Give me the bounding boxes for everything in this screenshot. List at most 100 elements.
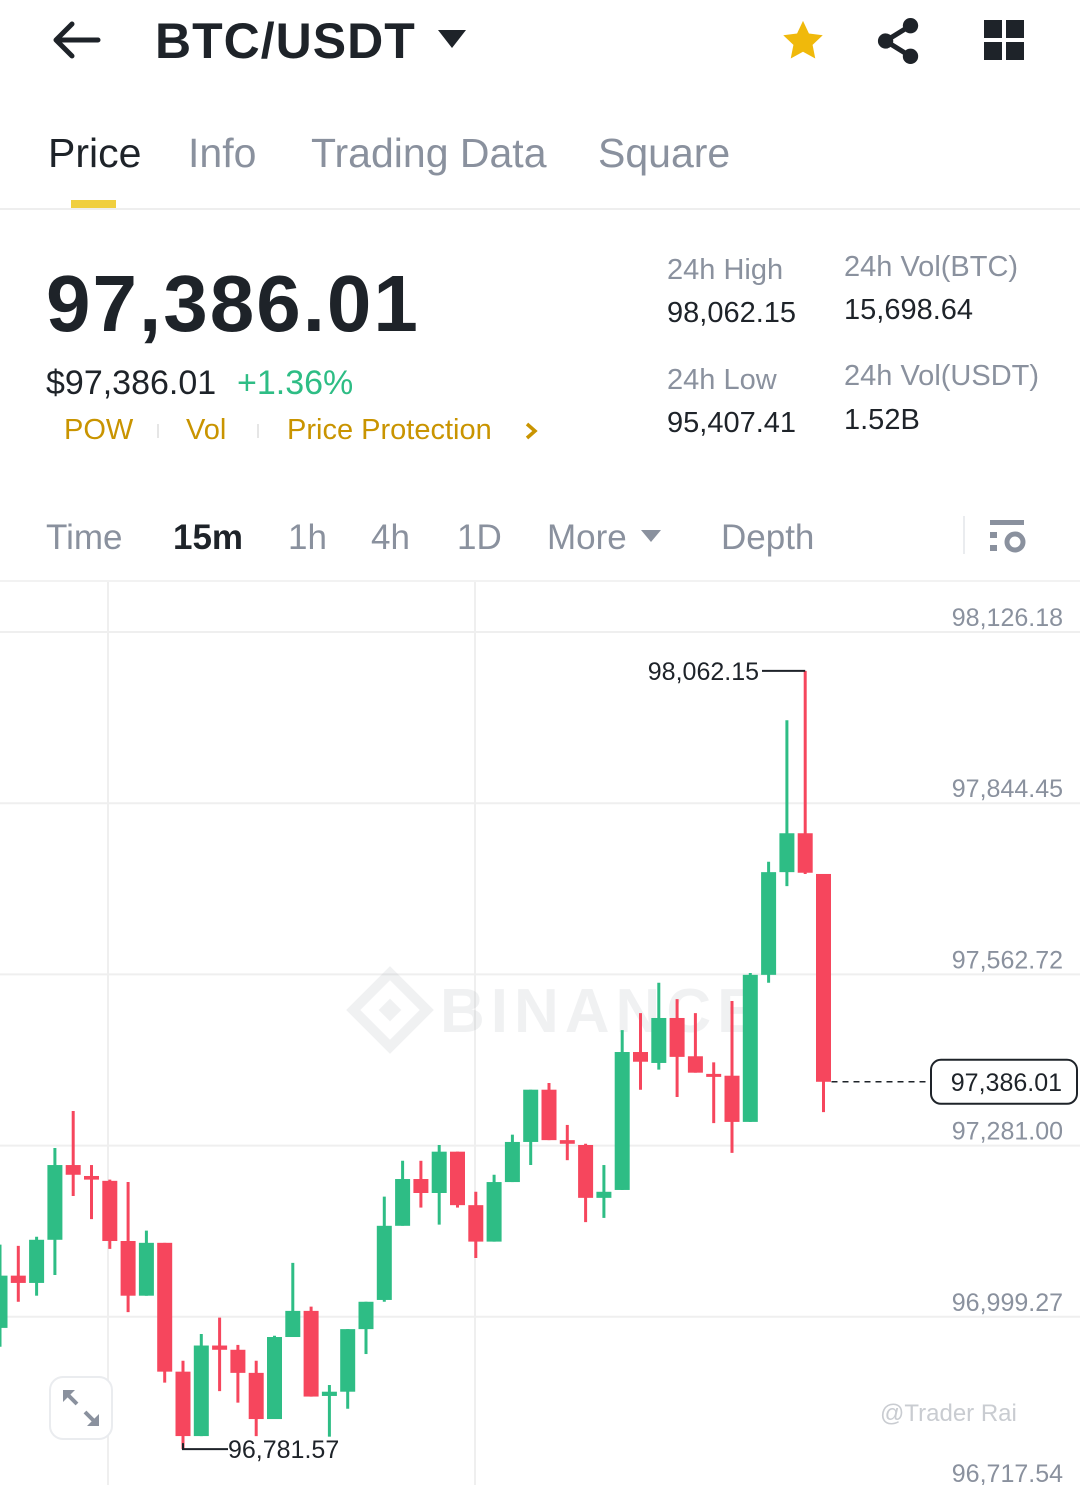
candle-down	[212, 1345, 228, 1350]
candle-down	[816, 873, 831, 1082]
candle-up	[761, 872, 777, 975]
candle-down	[724, 1075, 740, 1122]
low-label: 24h Low	[667, 364, 777, 396]
vol-btc-label: 24h Vol(BTC)	[844, 251, 1019, 283]
chevron-right-icon[interactable]	[524, 422, 538, 440]
candle-up	[486, 1182, 502, 1242]
tab-price[interactable]: Price	[48, 130, 142, 176]
vol-btc-value: 15,698.64	[844, 294, 974, 326]
watermark-text: BINANCE	[440, 977, 764, 1046]
share-icon[interactable]	[876, 16, 922, 66]
interval-time[interactable]: Time	[46, 518, 123, 557]
last-price-label: 97,386.01	[951, 1069, 1062, 1097]
tag-price-protection[interactable]: Price Protection	[287, 414, 492, 446]
more-caret-icon	[641, 530, 661, 542]
candle-up	[376, 1225, 392, 1300]
last-price-tag	[930, 1058, 1078, 1105]
y-tick-label: 97,281.00	[952, 1118, 1063, 1146]
candlestick-chart[interactable]: BINANCE 98,062.15 96,781.57 97,386.01 98…	[0, 582, 1080, 1485]
change-percent: +1.36%	[237, 364, 354, 402]
chart-settings-icon[interactable]	[988, 518, 1028, 556]
last-price: 97,386.01	[46, 259, 420, 348]
candle-up	[138, 1242, 154, 1296]
candle-up	[651, 1017, 667, 1063]
y-tick-label: 96,717.54	[952, 1460, 1063, 1485]
candle-up	[267, 1337, 282, 1420]
candle-down	[669, 1017, 685, 1057]
candle-down	[157, 1242, 173, 1372]
tag-separator	[257, 424, 259, 438]
interval-4h[interactable]: 4h	[371, 518, 410, 557]
divider	[0, 580, 1080, 582]
candle-down	[175, 1371, 191, 1437]
candle-down	[797, 833, 813, 873]
interval-15m[interactable]: 15m	[173, 518, 244, 557]
tag-vol[interactable]: Vol	[186, 414, 227, 446]
interval-depth[interactable]: Depth	[721, 518, 815, 557]
y-axis: 98,126.18 97,844.45 97,562.72 97,281.00 96,9…	[952, 604, 1063, 1485]
y-tick-label: 97,844.45	[952, 775, 1063, 803]
candle-up	[193, 1345, 209, 1437]
markers: 98,062.15 96,781.57 97,386.01	[182, 658, 1078, 1464]
candle-up	[340, 1329, 356, 1392]
candle-down	[687, 1056, 703, 1073]
usd-price: $97,386.01	[46, 364, 217, 402]
candle-down	[248, 1372, 264, 1420]
candle-down	[541, 1089, 557, 1141]
fullscreen-button[interactable]	[49, 1376, 113, 1440]
candle-down	[120, 1241, 136, 1296]
candles	[0, 670, 831, 1450]
high-label: 24h High	[667, 254, 784, 286]
candle-down	[230, 1349, 246, 1373]
candle-up	[779, 833, 795, 873]
candle-up	[504, 1141, 520, 1183]
candle-up	[285, 1310, 301, 1338]
binance-watermark: BINANCE	[346, 966, 764, 1054]
candle-down	[303, 1310, 319, 1397]
candle-down	[450, 1151, 465, 1206]
candle-down	[633, 1052, 648, 1062]
candle-up	[614, 1052, 630, 1190]
interval-more[interactable]: More	[547, 518, 627, 557]
expand-icon	[63, 1390, 99, 1426]
candle-down	[468, 1205, 484, 1242]
tab-info[interactable]: Info	[188, 130, 257, 176]
y-tick-label: 97,562.72	[952, 946, 1063, 974]
candle-up	[596, 1191, 612, 1198]
candle-up	[523, 1089, 539, 1142]
tab-square[interactable]: Square	[598, 130, 731, 176]
divider	[963, 516, 965, 554]
high-value: 98,062.15	[667, 297, 797, 329]
y-tick-label: 96,999.27	[952, 1289, 1063, 1317]
dropdown-caret-icon[interactable]	[438, 30, 466, 48]
candle-up	[47, 1165, 63, 1240]
candle-up	[0, 1275, 8, 1328]
candle-up	[358, 1301, 374, 1330]
high-marker-label: 98,062.15	[648, 658, 759, 686]
pair-title[interactable]: BTC/USDT	[155, 13, 416, 69]
candle-up	[321, 1391, 337, 1396]
interval-1d[interactable]: 1D	[457, 518, 502, 557]
tag-pow[interactable]: POW	[64, 414, 134, 446]
candle-down	[559, 1140, 575, 1144]
low-marker-label: 96,781.57	[228, 1436, 339, 1464]
candle-up	[431, 1151, 447, 1193]
star-icon[interactable]	[780, 18, 826, 64]
candle-up	[29, 1239, 45, 1283]
candle-up	[395, 1179, 411, 1226]
candle-down	[706, 1073, 722, 1077]
tag-separator	[157, 424, 159, 438]
chart-grid	[0, 582, 1080, 1485]
candle-down	[10, 1275, 26, 1283]
y-tick-label: 98,126.18	[952, 604, 1063, 632]
vol-usdt-label: 24h Vol(USDT)	[844, 360, 1040, 392]
tab-trading-data[interactable]: Trading Data	[311, 130, 547, 176]
low-marker-line	[182, 1443, 228, 1451]
low-value: 95,407.41	[667, 407, 797, 439]
grid-icon[interactable]	[984, 20, 1026, 62]
interval-1h[interactable]: 1h	[288, 518, 327, 557]
vol-usdt-value: 1.52B	[844, 404, 920, 436]
candle-up	[742, 974, 758, 1122]
divider	[0, 208, 1080, 210]
back-arrow-icon[interactable]	[50, 20, 102, 60]
